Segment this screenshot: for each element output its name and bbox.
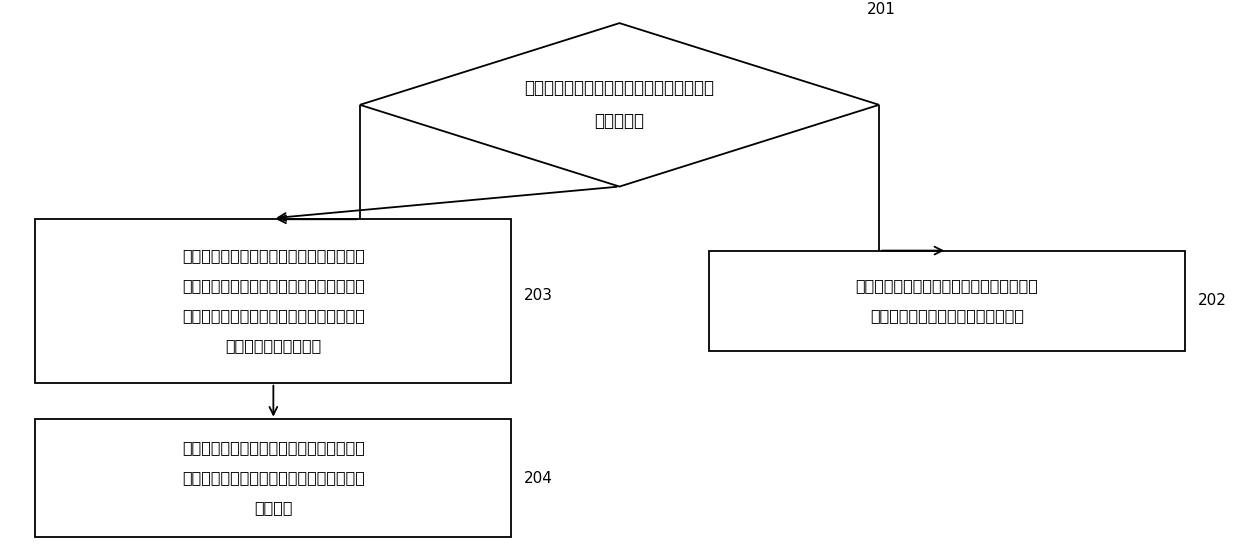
Text: 电机转数调整发电机的负扔矩的输出以进行: 电机转数调整发电机的负扔矩的输出以进行 [182,471,364,486]
Text: 可充电状态: 可充电状态 [595,112,644,130]
Bar [36,219,512,383]
Text: 怨速控制: 怨速控制 [254,500,292,515]
Text: 制发动机系统保持目标扔矩输出状态: 制发动机系统保持目标扔矩输出状态 [870,309,1025,324]
Text: 根据电池参数信息，判断电池系统是否处于: 根据电池参数信息，判断电池系统是否处于 [524,80,715,97]
Text: 控制车辆发动机系统进行正扔矩输出，同时: 控制车辆发动机系统进行正扔矩输出，同时 [182,279,364,294]
Bar [36,420,512,536]
Text: 201: 201 [867,2,896,17]
Text: 204: 204 [524,471,553,486]
Text: 当判断所述电池未处于可充电状态时，则控: 当判断所述电池未处于可充电状态时，则控 [856,279,1038,294]
Text: 203: 203 [524,288,553,303]
Text: 202: 202 [1197,294,1227,309]
Text: 当判断所述电池系统处于可充电状态时，则: 当判断所述电池系统处于可充电状态时，则 [182,248,364,264]
Text: 所述电池系统进行充电: 所述电池系统进行充电 [225,338,321,353]
Bar [709,251,1184,351]
Polygon shape [359,23,880,186]
Text: 检测当前车辆的发电机转数，并根据所述发: 检测当前车辆的发电机转数，并根据所述发 [182,441,364,456]
Text: 控制车辆发电机系统进行负扔矩输出，并向: 控制车辆发电机系统进行负扔矩输出，并向 [182,309,364,324]
